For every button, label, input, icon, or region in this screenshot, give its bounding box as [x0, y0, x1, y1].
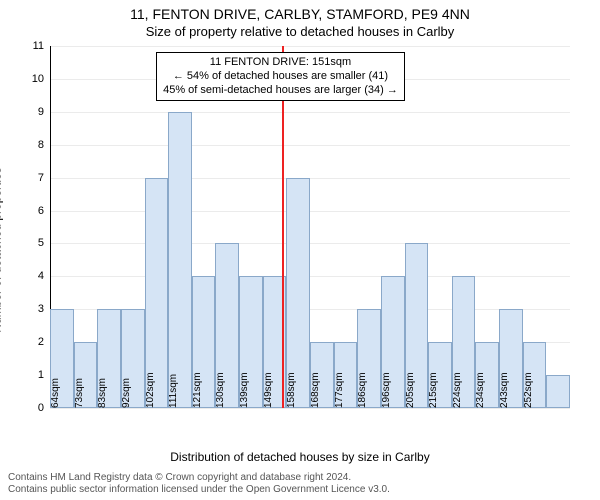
- y-tick-label: 5: [38, 237, 50, 249]
- chart-title-main: 11, FENTON DRIVE, CARLBY, STAMFORD, PE9 …: [0, 6, 600, 22]
- footer-line-2: Contains public sector information licen…: [8, 484, 592, 496]
- chart-plot-area: 0123456789101164sqm73sqm83sqm92sqm102sqm…: [50, 46, 570, 408]
- y-tick-label: 6: [38, 205, 50, 217]
- gridline: [50, 211, 570, 212]
- y-tick-label: 10: [32, 73, 50, 85]
- y-tick-label: 0: [38, 402, 50, 414]
- gridline: [50, 145, 570, 146]
- annotation-box: 11 FENTON DRIVE: 151sqm← 54% of detached…: [156, 52, 405, 101]
- y-tick-label: 8: [38, 139, 50, 151]
- y-tick-label: 4: [38, 270, 50, 282]
- annotation-line: 45% of semi-detached houses are larger (…: [163, 84, 398, 98]
- y-tick-label: 1: [38, 369, 50, 381]
- y-tick-label: 7: [38, 172, 50, 184]
- y-axis-label: Number of detached properties: [0, 167, 4, 332]
- annotation-line: ← 54% of detached houses are smaller (41…: [163, 70, 398, 84]
- footer-line-1: Contains HM Land Registry data © Crown c…: [8, 472, 592, 484]
- histogram-bar: [168, 112, 192, 408]
- y-tick-label: 3: [38, 303, 50, 315]
- y-tick-label: 9: [38, 106, 50, 118]
- gridline: [50, 112, 570, 113]
- y-tick-label: 11: [33, 40, 50, 52]
- footer-attribution: Contains HM Land Registry data © Crown c…: [0, 472, 600, 496]
- gridline: [50, 46, 570, 47]
- y-tick-label: 2: [38, 336, 50, 348]
- gridline: [50, 408, 570, 409]
- gridline: [50, 178, 570, 179]
- chart-title-sub: Size of property relative to detached ho…: [0, 24, 600, 39]
- histogram-bar: [546, 375, 570, 408]
- annotation-line: 11 FENTON DRIVE: 151sqm: [163, 56, 398, 70]
- x-axis-label: Distribution of detached houses by size …: [0, 450, 600, 464]
- gridline: [50, 243, 570, 244]
- gridline: [50, 276, 570, 277]
